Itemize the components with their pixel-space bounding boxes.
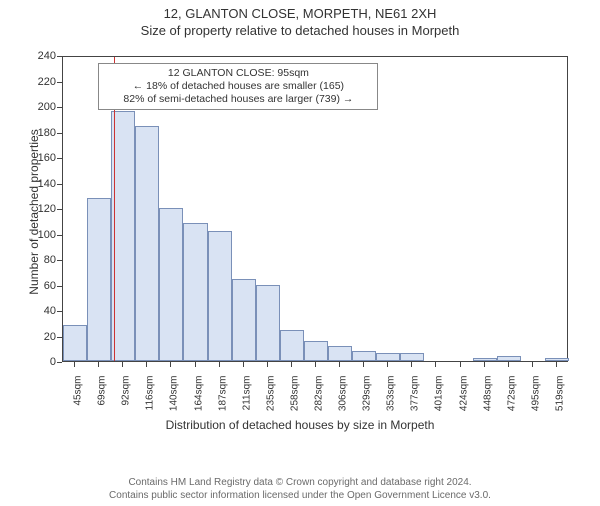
- x-tick-label: 495sqm: [530, 376, 541, 412]
- y-tick-label: 40: [22, 305, 56, 317]
- histogram-bar: [400, 353, 424, 361]
- x-tick-mark: [460, 362, 461, 367]
- x-tick-mark: [219, 362, 220, 367]
- y-tick-label: 120: [22, 203, 56, 215]
- y-tick-label: 240: [22, 50, 56, 62]
- x-tick-mark: [508, 362, 509, 367]
- y-tick-label: 140: [22, 178, 56, 190]
- x-tick-mark: [195, 362, 196, 367]
- annotation-box: 12 GLANTON CLOSE: 95sqm← 18% of detached…: [98, 63, 378, 110]
- chart-container: Number of detached properties 0204060801…: [0, 50, 600, 450]
- x-tick-label: 164sqm: [193, 376, 204, 412]
- x-tick-mark: [122, 362, 123, 367]
- histogram-bar: [545, 358, 569, 361]
- histogram-bar: [497, 356, 521, 361]
- footer-line-1: Contains HM Land Registry data © Crown c…: [0, 477, 600, 490]
- x-tick-mark: [532, 362, 533, 367]
- x-tick-mark: [387, 362, 388, 367]
- x-tick-label: 92sqm: [121, 376, 132, 406]
- x-tick-label: 116sqm: [145, 376, 156, 411]
- x-tick-mark: [556, 362, 557, 367]
- x-tick-label: 353sqm: [386, 376, 397, 412]
- x-tick-label: 258sqm: [289, 376, 300, 412]
- x-tick-label: 424sqm: [458, 376, 469, 412]
- footer-attribution: Contains HM Land Registry data © Crown c…: [0, 477, 600, 502]
- histogram-bar: [159, 208, 183, 361]
- histogram-bar: [376, 353, 400, 361]
- y-tick-label: 20: [22, 331, 56, 343]
- histogram-bar: [280, 330, 304, 361]
- x-tick-mark: [243, 362, 244, 367]
- histogram-bar: [135, 126, 159, 361]
- x-axis-label: Distribution of detached houses by size …: [0, 418, 600, 432]
- x-tick-label: 472sqm: [506, 376, 517, 412]
- y-tick-label: 180: [22, 127, 56, 139]
- y-tick-label: 220: [22, 76, 56, 88]
- x-tick-label: 401sqm: [434, 376, 445, 412]
- y-tick-label: 0: [22, 356, 56, 368]
- x-tick-label: 519sqm: [554, 376, 565, 412]
- x-tick-mark: [170, 362, 171, 367]
- x-tick-mark: [435, 362, 436, 367]
- histogram-bar: [232, 279, 256, 361]
- x-tick-label: 45sqm: [73, 376, 84, 406]
- annotation-line: ← 18% of detached houses are smaller (16…: [105, 80, 371, 93]
- x-tick-mark: [74, 362, 75, 367]
- y-tick-label: 160: [22, 152, 56, 164]
- x-tick-mark: [484, 362, 485, 367]
- footer-line-2: Contains public sector information licen…: [0, 490, 600, 503]
- x-tick-label: 306sqm: [338, 376, 349, 412]
- x-tick-mark: [339, 362, 340, 367]
- histogram-bar: [256, 285, 280, 362]
- x-tick-label: 187sqm: [217, 376, 228, 412]
- annotation-line: 12 GLANTON CLOSE: 95sqm: [105, 67, 371, 80]
- x-tick-mark: [146, 362, 147, 367]
- histogram-bar: [183, 223, 207, 361]
- x-tick-label: 329sqm: [362, 376, 373, 412]
- x-tick-mark: [411, 362, 412, 367]
- x-tick-label: 377sqm: [410, 376, 421, 412]
- x-tick-label: 69sqm: [97, 376, 108, 406]
- x-tick-label: 211sqm: [241, 376, 252, 411]
- x-tick-mark: [98, 362, 99, 367]
- x-tick-label: 448sqm: [482, 376, 493, 412]
- page-title: 12, GLANTON CLOSE, MORPETH, NE61 2XH: [0, 6, 600, 21]
- histogram-bar: [208, 231, 232, 361]
- y-tick-label: 60: [22, 280, 56, 292]
- page-subtitle: Size of property relative to detached ho…: [0, 23, 600, 38]
- x-tick-label: 140sqm: [169, 376, 180, 412]
- plot-area: 12 GLANTON CLOSE: 95sqm← 18% of detached…: [62, 56, 568, 362]
- histogram-bar: [304, 341, 328, 361]
- y-tick-label: 100: [22, 229, 56, 241]
- histogram-bar: [87, 198, 111, 361]
- histogram-bar: [328, 346, 352, 361]
- y-tick-mark: [57, 362, 62, 363]
- x-tick-label: 235sqm: [265, 376, 276, 412]
- y-tick-label: 200: [22, 101, 56, 113]
- annotation-line: 82% of semi-detached houses are larger (…: [105, 93, 371, 106]
- histogram-bar: [63, 325, 87, 361]
- x-tick-mark: [267, 362, 268, 367]
- x-tick-mark: [363, 362, 364, 367]
- histogram-bar: [473, 358, 497, 361]
- x-tick-mark: [291, 362, 292, 367]
- x-tick-mark: [315, 362, 316, 367]
- y-tick-label: 80: [22, 254, 56, 266]
- x-tick-label: 282sqm: [314, 376, 325, 412]
- histogram-bar: [352, 351, 376, 361]
